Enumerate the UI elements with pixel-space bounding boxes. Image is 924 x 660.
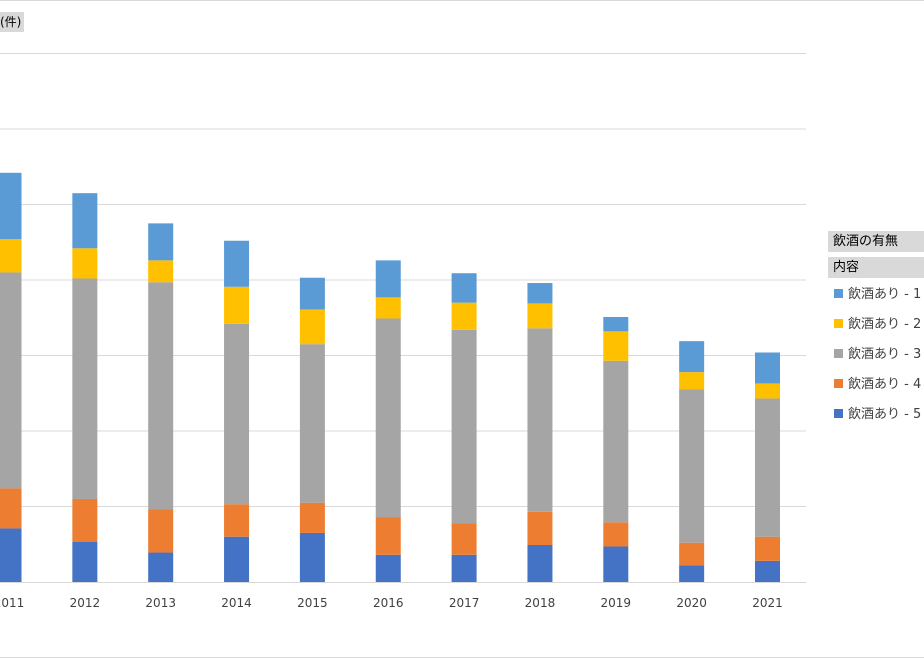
bar-segment-2013-series-3[interactable]	[148, 282, 174, 510]
bar-segment-2015-series-3[interactable]	[299, 344, 325, 503]
bar-segment-2013-series-2[interactable]	[148, 509, 174, 553]
x-tick-label-2015: 2015	[297, 596, 328, 610]
bar-segment-2018-series-5[interactable]	[527, 283, 553, 304]
legend-swatch-icon	[834, 409, 843, 418]
bar-segment-2016-series-1[interactable]	[375, 554, 401, 582]
bar-segment-2019-series-5[interactable]	[603, 316, 629, 332]
x-tick-label-2016: 2016	[373, 596, 404, 610]
legend-item-label: 飲酒あり - 2	[848, 317, 922, 332]
x-tick-label-2014: 2014	[221, 596, 252, 610]
bar-segment-2018-series-1[interactable]	[527, 545, 553, 582]
frame-top-border	[0, 0, 924, 1]
bar-segment-2015-series-2[interactable]	[299, 502, 325, 533]
legend-swatch-icon	[834, 349, 843, 358]
legend-item-label: 飲酒あり - 4	[848, 377, 922, 392]
bar-segment-2015-series-5[interactable]	[299, 277, 325, 310]
bar-segment-2020-series-1[interactable]	[679, 565, 705, 582]
x-tick-label-2013: 2013	[145, 596, 176, 610]
bar-segment-2017-series-3[interactable]	[451, 329, 477, 524]
bar-segment-2021-series-5[interactable]	[755, 352, 780, 384]
bar-segment-2019-series-4[interactable]	[603, 331, 629, 361]
bar-segment-2016-series-2[interactable]	[375, 517, 401, 555]
bar-segment-2016-series-3[interactable]	[375, 318, 401, 518]
bar-segment-2017-series-1[interactable]	[451, 554, 477, 582]
bar-segment-2017-series-4[interactable]	[451, 302, 477, 330]
legend-item-label: 飲酒あり - 5	[848, 407, 922, 422]
bar-segment-2011-series-1[interactable]	[0, 528, 22, 582]
bar-segment-2012-series-1[interactable]	[72, 541, 98, 582]
x-tick-label-2020: 2020	[676, 596, 707, 610]
bar-segment-2021-series-2[interactable]	[755, 536, 780, 561]
bar-segment-2019-series-3[interactable]	[603, 360, 629, 523]
x-tick-label-2018: 2018	[525, 596, 556, 610]
x-tick-label-2021: 2021	[752, 596, 783, 610]
bar-segment-2011-series-3[interactable]	[0, 272, 22, 489]
bar-segment-2014-series-3[interactable]	[224, 323, 250, 505]
bar-segment-2018-series-2[interactable]	[527, 511, 553, 546]
bar-segment-2017-series-2[interactable]	[451, 523, 477, 555]
legend-item-label: 飲酒あり - 3	[848, 347, 922, 362]
bar-segment-2013-series-1[interactable]	[148, 552, 174, 582]
frame-bottom-border	[0, 657, 924, 658]
bar-segment-2020-series-2[interactable]	[679, 542, 705, 566]
x-tick-label-2017: 2017	[449, 596, 480, 610]
bar-segment-2014-series-4[interactable]	[224, 286, 250, 324]
bar-segment-2020-series-5[interactable]	[679, 341, 705, 373]
legend-item-3[interactable]: 飲酒あり - 3	[834, 345, 924, 365]
bar-segment-2012-series-3[interactable]	[72, 278, 98, 499]
bar-segment-2011-series-4[interactable]	[0, 239, 22, 273]
bar-segment-2011-series-5[interactable]	[0, 172, 22, 240]
x-tick-label-2011: 2011	[0, 596, 24, 610]
bar-segment-2016-series-5[interactable]	[375, 260, 401, 298]
legend-subtitle[interactable]: 内容	[828, 257, 924, 278]
bar-segment-2018-series-4[interactable]	[527, 303, 553, 329]
bar-segment-2014-series-1[interactable]	[224, 536, 250, 582]
y-axis-unit-label: (件)	[0, 12, 25, 32]
legend-title[interactable]: 飲酒の有無	[828, 231, 924, 252]
bar-segment-2020-series-4[interactable]	[679, 372, 705, 390]
bar-segment-2019-series-1[interactable]	[603, 546, 629, 582]
bar-segment-2015-series-4[interactable]	[299, 309, 325, 345]
bar-segment-2018-series-3[interactable]	[527, 328, 553, 512]
bar-segment-2012-series-2[interactable]	[72, 498, 98, 542]
bar-segment-2012-series-4[interactable]	[72, 248, 98, 279]
legend-swatch-icon	[834, 319, 843, 328]
bar-segment-2013-series-4[interactable]	[148, 260, 174, 283]
bar-segment-2020-series-3[interactable]	[679, 389, 705, 543]
legend-item-1[interactable]: 飲酒あり - 1	[834, 285, 924, 305]
legend-item-4[interactable]: 飲酒あり - 4	[834, 375, 924, 395]
legend-item-label: 飲酒あり - 1	[848, 287, 922, 302]
x-tick-label-2012: 2012	[70, 596, 101, 610]
bar-segment-2011-series-2[interactable]	[0, 488, 22, 529]
bar-segment-2015-series-1[interactable]	[299, 532, 325, 582]
bar-segment-2021-series-4[interactable]	[755, 383, 780, 399]
bar-segment-2012-series-5[interactable]	[72, 193, 98, 249]
bar-segment-2014-series-2[interactable]	[224, 504, 250, 537]
legend-swatch-icon	[834, 379, 843, 388]
bar-segment-2016-series-4[interactable]	[375, 297, 401, 319]
legend-item-2[interactable]: 飲酒あり - 2	[834, 315, 924, 335]
legend-swatch-icon	[834, 289, 843, 298]
bar-segment-2013-series-5[interactable]	[148, 223, 174, 261]
bar-segment-2014-series-5[interactable]	[224, 240, 250, 287]
bar-segment-2021-series-1[interactable]	[755, 560, 780, 582]
bar-segment-2019-series-2[interactable]	[603, 522, 629, 547]
legend-item-5[interactable]: 飲酒あり - 5	[834, 405, 924, 425]
bar-segment-2021-series-3[interactable]	[755, 398, 780, 537]
legend: 飲酒の有無 内容 飲酒あり - 1 飲酒あり - 2 飲酒あり - 3 飲酒あり…	[828, 231, 924, 422]
bar-segment-2017-series-5[interactable]	[451, 273, 477, 303]
x-tick-label-2019: 2019	[601, 596, 632, 610]
